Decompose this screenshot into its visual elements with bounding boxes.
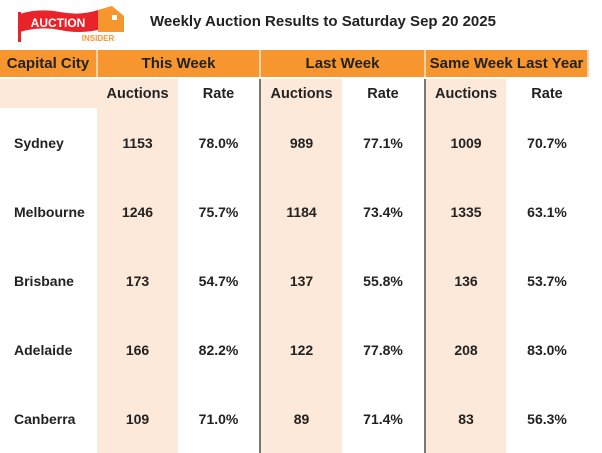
this-week-rate: 71.0%: [198, 410, 239, 427]
this-week-rate: 78.0%: [198, 134, 239, 151]
auction-results-table: Capital City This Week Last Week Same We…: [0, 50, 590, 453]
last-year-auctions: 83: [424, 384, 507, 453]
header-last-week: Last Week: [260, 50, 427, 79]
city-cell: Canberra: [14, 410, 76, 427]
subheader-rate: Rate: [531, 85, 563, 102]
last-week-auctions: 989: [259, 108, 343, 177]
last-year-auctions: 1009: [424, 108, 507, 177]
table-row: Canberra 109 71.0% 89 71.4% 83 56.3%: [0, 384, 588, 453]
last-year-auctions: 136: [424, 246, 507, 315]
header-capital-city: Capital City: [0, 50, 98, 79]
last-week-rate: 77.8%: [363, 341, 403, 358]
this-week-auctions: 1246: [97, 177, 178, 246]
last-week-auctions: 137: [259, 246, 343, 315]
this-week-auctions: 166: [97, 315, 178, 384]
city-cell: Adelaide: [14, 341, 73, 358]
auction-insider-logo: AUCTION INSIDER: [18, 6, 124, 42]
table-row: Adelaide 166 82.2% 122 77.8% 208 83.0%: [0, 315, 588, 384]
last-year-auctions: 208: [424, 315, 507, 384]
city-cell: Melbourne: [14, 203, 85, 220]
subheader-rate: Rate: [367, 85, 399, 102]
table-row: Melbourne 1246 75.7% 1184 73.4% 1335 63.1%: [0, 177, 588, 246]
last-year-rate: 70.7%: [527, 134, 567, 151]
city-cell: Brisbane: [14, 272, 74, 289]
subheader-rate: Rate: [202, 85, 235, 102]
this-week-auctions: 1153: [97, 108, 178, 177]
last-week-rate: 77.1%: [363, 134, 403, 151]
last-year-rate: 63.1%: [527, 203, 567, 220]
subheader-row: Auctions Rate Auctions Rate Auctions Rat…: [0, 78, 588, 108]
last-year-rate: 53.7%: [527, 272, 567, 289]
last-week-rate: 71.4%: [363, 410, 403, 427]
subheader-empty: [0, 78, 97, 108]
this-week-rate: 82.2%: [198, 341, 239, 358]
last-week-rate: 55.8%: [363, 272, 403, 289]
header-same-week-last-year: Same Week Last Year: [425, 50, 590, 79]
header-row: Capital City This Week Last Week Same We…: [0, 50, 590, 79]
svg-text:AUCTION: AUCTION: [31, 16, 86, 30]
table-row: Sydney 1153 78.0% 989 77.1% 1009 70.7%: [0, 108, 588, 177]
last-year-rate: 56.3%: [527, 410, 567, 427]
last-week-auctions: 89: [259, 384, 343, 453]
this-week-rate: 75.7%: [198, 203, 239, 220]
this-week-rate: 54.7%: [198, 272, 239, 289]
this-week-auctions: 109: [97, 384, 178, 453]
table-row: Brisbane 173 54.7% 137 55.8% 136 53.7%: [0, 246, 588, 315]
last-week-auctions: 122: [259, 315, 343, 384]
last-year-rate: 83.0%: [527, 341, 567, 358]
subheader-auctions: Auctions: [259, 78, 343, 108]
this-week-auctions: 173: [97, 246, 178, 315]
last-year-auctions: 1335: [424, 177, 507, 246]
last-week-auctions: 1184: [259, 177, 343, 246]
last-week-rate: 73.4%: [363, 203, 403, 220]
city-cell: Sydney: [14, 134, 64, 151]
page-title: Weekly Auction Results to Saturday Sep 2…: [150, 13, 496, 30]
svg-text:INSIDER: INSIDER: [82, 34, 115, 42]
header-this-week: This Week: [97, 50, 262, 79]
subheader-auctions: Auctions: [424, 78, 507, 108]
subheader-auctions: Auctions: [97, 78, 178, 108]
